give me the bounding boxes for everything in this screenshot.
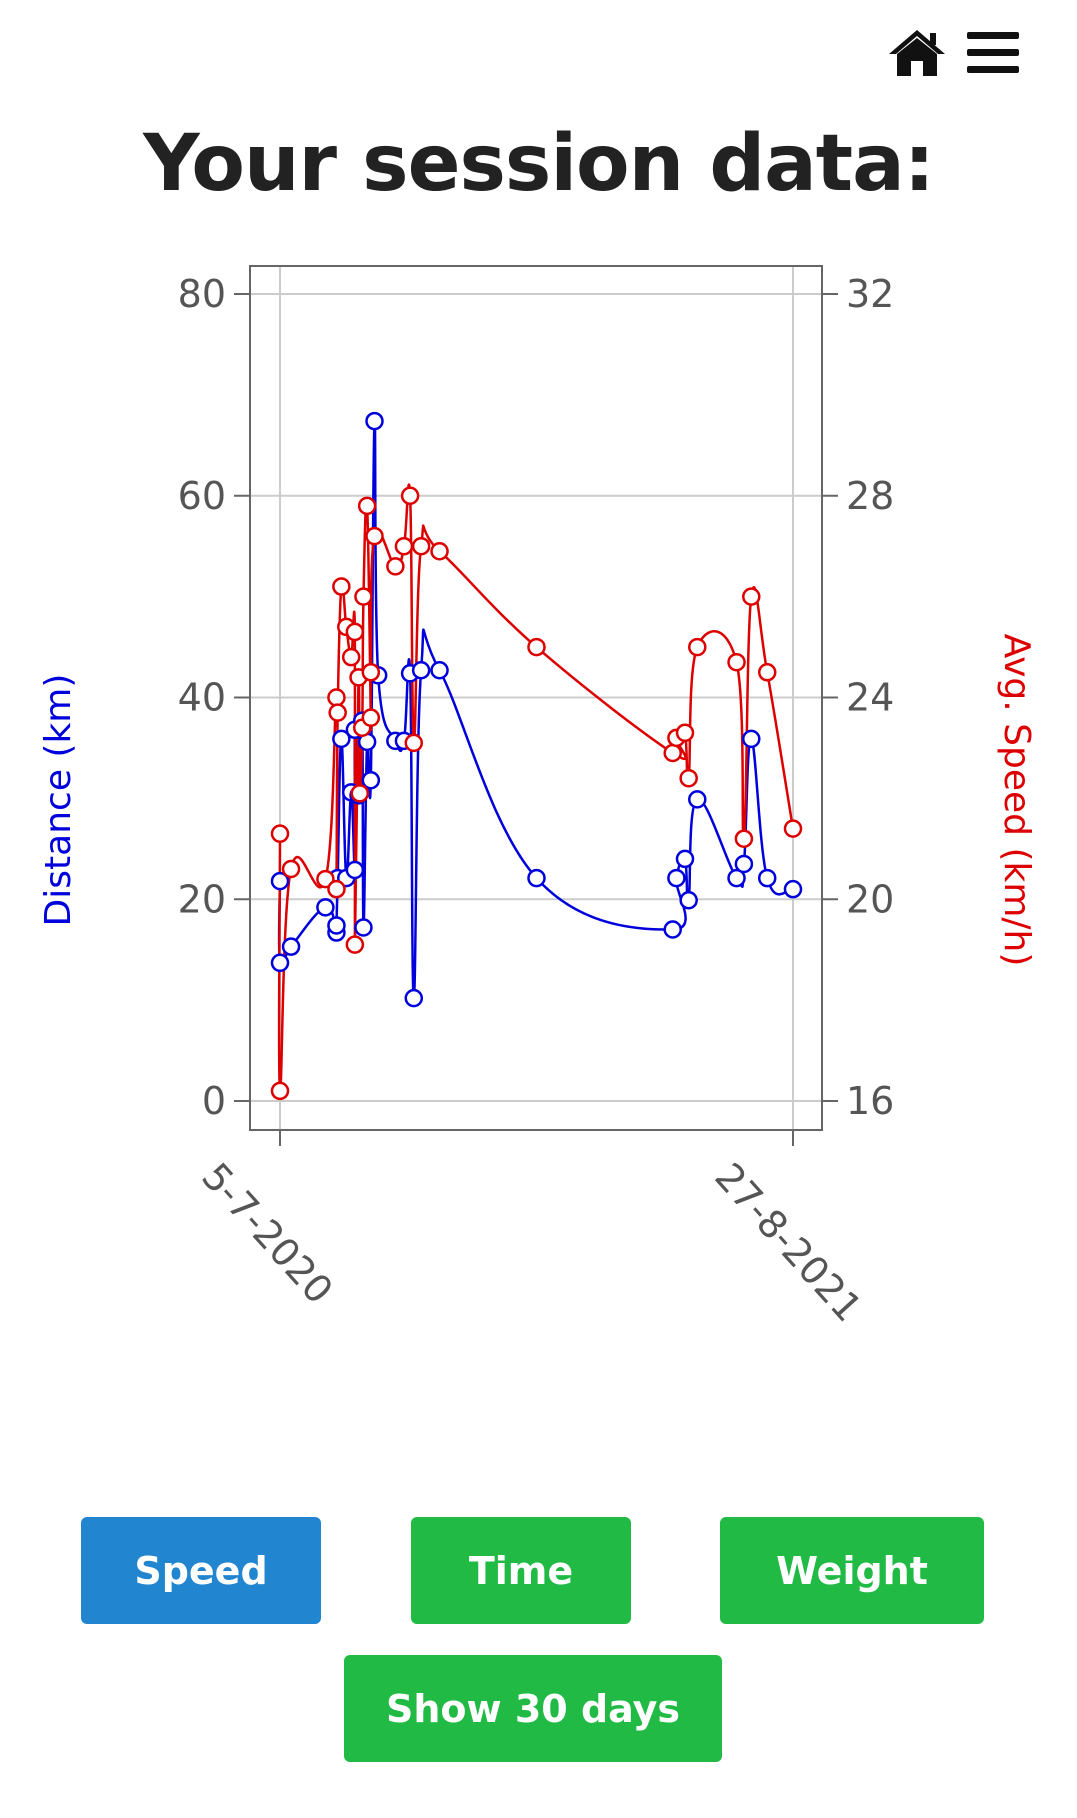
- speed-point: [675, 723, 695, 743]
- speed-point: [350, 784, 370, 803]
- speed-point: [734, 829, 754, 848]
- distance-point: [361, 770, 381, 790]
- nav-icons: [887, 28, 1019, 78]
- distance-point: [430, 661, 449, 680]
- right-axis-tick-label: 20: [846, 877, 894, 921]
- distance-point: [675, 849, 695, 869]
- right-axis-title: Avg. Speed (km/h): [996, 634, 1037, 967]
- chart-axes: [234, 265, 838, 1146]
- speed-point: [400, 486, 420, 505]
- show-30-days-button[interactable]: Show 30 days: [344, 1655, 722, 1762]
- speed-point: [332, 577, 351, 596]
- right-axis-tick-label: 28: [846, 474, 894, 518]
- speed-point: [270, 824, 290, 843]
- speed-point: [361, 663, 381, 682]
- speed-point: [327, 688, 346, 707]
- distance-point: [270, 953, 290, 973]
- distance-point: [411, 661, 431, 680]
- home-icon[interactable]: [887, 28, 947, 78]
- distance-point: [365, 411, 384, 431]
- distance-point: [354, 918, 373, 937]
- speed-point: [361, 708, 381, 727]
- speed-point: [430, 541, 449, 561]
- speed-point: [281, 859, 301, 879]
- speed-point: [394, 536, 414, 556]
- distance-point: [734, 854, 754, 874]
- x-axis-tick-label: 5-7-2020: [193, 1155, 341, 1313]
- distance-point: [757, 868, 777, 888]
- distance-point: [667, 868, 686, 888]
- speed-point: [527, 637, 546, 657]
- right-axis-tick-label: 16: [846, 1079, 894, 1123]
- distance-point: [327, 916, 346, 935]
- speed-button[interactable]: Speed: [81, 1517, 321, 1624]
- page-title: Your session data:: [143, 119, 935, 209]
- left-axis-tick-label: 60: [178, 474, 226, 518]
- speed-point: [365, 526, 384, 546]
- speed-point: [386, 557, 405, 576]
- distance-point: [316, 898, 335, 917]
- left-axis-title: Distance (km): [38, 674, 79, 927]
- speed-point: [328, 703, 347, 722]
- speed-point: [411, 536, 431, 556]
- distance-point: [663, 920, 682, 939]
- speed-point: [783, 819, 803, 838]
- speed-point: [757, 663, 777, 682]
- speed-point: [688, 637, 707, 657]
- chart-points: [270, 411, 803, 1101]
- left-axis-tick-label: 20: [178, 877, 226, 921]
- left-axis-tick-label: 0: [202, 1079, 226, 1123]
- right-axis-tick-label: 24: [846, 676, 894, 720]
- menu-icon[interactable]: [967, 30, 1019, 76]
- speed-point: [345, 622, 365, 642]
- speed-point: [357, 496, 377, 516]
- speed-point: [270, 1081, 290, 1101]
- distance-point: [270, 871, 290, 891]
- right-axis-tick-label: 32: [846, 272, 894, 316]
- time-button[interactable]: Time: [411, 1517, 631, 1624]
- speed-point: [354, 587, 373, 606]
- chart-labels: 0 20 40 60 80 16 20 24 28 32 5-7-2020 27-8-2021 Dist…: [38, 272, 1037, 1330]
- distance-point: [742, 729, 761, 749]
- distance-point: [527, 868, 546, 888]
- left-axis-tick-label: 40: [178, 676, 226, 720]
- distance-line: [277, 418, 794, 1000]
- speed-point: [345, 935, 365, 954]
- speed-point: [663, 743, 682, 763]
- distance-point: [727, 868, 746, 888]
- distance-point: [345, 860, 365, 880]
- speed-point: [679, 768, 698, 788]
- speed-point: [316, 869, 335, 889]
- speed-point: [341, 647, 361, 667]
- distance-point: [783, 879, 803, 899]
- session-chart: 0 20 40 60 80 16 20 24 28 32 5-7-2020 27-8-2021 Dist…: [38, 265, 1037, 1330]
- distance-point: [404, 988, 424, 1008]
- speed-point: [327, 879, 346, 899]
- speed-point: [727, 652, 746, 672]
- left-axis-tick-label: 80: [178, 272, 226, 316]
- distance-point: [332, 729, 351, 749]
- speed-point: [742, 587, 761, 606]
- chart-lines: [277, 418, 795, 1093]
- distance-point: [281, 937, 301, 956]
- x-axis-tick-label: 27-8-2021: [706, 1155, 870, 1331]
- distance-point: [679, 891, 698, 910]
- distance-point: [688, 790, 707, 809]
- speed-point: [404, 733, 424, 753]
- weight-button[interactable]: Weight: [720, 1517, 984, 1624]
